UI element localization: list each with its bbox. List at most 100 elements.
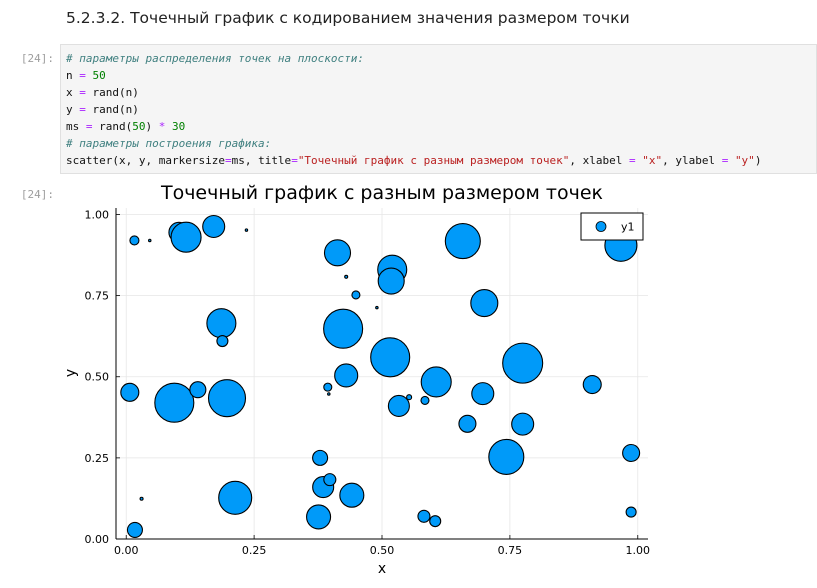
y-tick-label: 0.00 [85,533,110,546]
scatter-point [420,366,452,398]
scatter-point [471,382,495,406]
scatter-point [207,379,247,418]
y-tick-label: 0.75 [85,290,110,303]
code-line-2: n = 50 [66,69,106,83]
scatter-point [154,382,195,423]
code-line-6: # параметры построения графика: [66,137,271,151]
code-token: ms, title [231,154,292,167]
code-number: 30 [165,120,186,133]
code-operator: = [79,86,86,99]
scatter-point [120,382,140,402]
scatter-point [126,521,143,538]
scatter-point [406,394,413,401]
scatter-point [488,438,525,475]
code-operator: = [721,154,729,167]
code-operator: = [224,154,232,167]
scatter-point [323,473,337,487]
code-operator: = [85,120,93,133]
x-axis-label: x [378,561,386,577]
scatter-point [370,337,411,378]
scatter-point [323,382,333,392]
input-prompt: [24]: [20,52,54,65]
scatter-point [429,515,442,528]
code-operator: = [79,103,86,116]
code-cell[interactable]: # параметры распределения точек на плоск… [60,44,817,174]
code-token: n [66,69,80,82]
scatter-point [202,214,226,239]
scatter-point [387,394,410,418]
code-token: , ylabel [662,154,722,167]
chart-title: Точечный график с разным размером точек [160,182,603,204]
code-token: rand(n) [85,103,139,116]
x-tick-label: 0.50 [370,544,395,557]
code-comment: # параметры распределения точек на плоск… [66,52,365,65]
code-string: "y" [734,154,755,167]
scatter-point [375,305,379,310]
section-heading: 5.2.3.2. Точечный график с кодированием … [66,9,630,27]
code-token: ms [66,120,86,133]
scatter-point [148,238,152,243]
scatter-point [170,221,202,253]
scatter-point [129,235,140,246]
legend-label: y1 [621,221,635,234]
scatter-point [351,290,361,300]
code-operator: = [628,154,636,167]
code-line-1: # параметры распределения точек на плоск… [66,52,364,66]
code-string: "Точечный график с разным размером точек… [297,154,570,167]
code-line-7: scatter(x, y, markersize=ms, title="Точе… [66,154,761,168]
code-comment: # параметры построения графика: [66,137,272,150]
scatter-point [420,395,430,405]
scatter-point [377,267,405,295]
code-number: 50 [85,69,106,82]
y-tick-label: 1.00 [85,208,110,221]
x-tick-label: 0.75 [498,544,523,557]
y-axis-label: y [63,369,79,377]
y-tick-label: 0.25 [85,452,110,465]
code-token: ) [754,154,762,167]
scatter-point [139,496,144,501]
code-token: rand( [92,120,133,133]
scatter-point [502,342,544,384]
code-token: ) [145,120,159,133]
code-operator: * [158,120,166,133]
code-token: , xlabel [569,154,629,167]
scatter-point [582,374,602,395]
y-tick-label: 0.50 [85,371,110,384]
code-token: scatter(x, y, markersize [66,154,225,167]
x-tick-label: 0.00 [114,544,139,557]
code-operator: = [79,69,86,82]
scatter-point [244,228,249,232]
legend-box [580,212,644,241]
scatter-point [334,363,359,388]
scatter-point [323,308,364,349]
code-operator: = [291,154,298,167]
code-token: rand(n) [85,86,139,99]
code-number: 50 [132,120,146,133]
scatter-point [444,223,481,260]
code-line-5: ms = rand(50) * 30 [66,120,185,134]
scatter-point [218,480,253,515]
scatter-point [625,506,637,518]
scatter-point [344,274,349,279]
code-token: x [66,86,80,99]
scatter-point [470,289,499,318]
scatter-point [339,482,365,508]
scatter-point [206,308,237,339]
scatter-point [622,443,641,463]
x-tick-label: 0.25 [242,544,267,557]
code-token: y [66,103,80,116]
scatter-point [306,504,332,530]
scatter-point [312,449,329,466]
output-prompt: [24]: [20,188,54,201]
scatter-point [417,509,431,523]
code-line-3: x = rand(n) [66,86,139,100]
code-line-4: y = rand(n) [66,103,139,117]
scatter-point [327,392,331,396]
code-string: "x" [642,154,663,167]
scatter-point [189,381,207,399]
scatter-point [458,414,477,433]
scatter-point [216,334,229,348]
scatter-point [323,239,352,267]
scatter-point [511,412,535,436]
